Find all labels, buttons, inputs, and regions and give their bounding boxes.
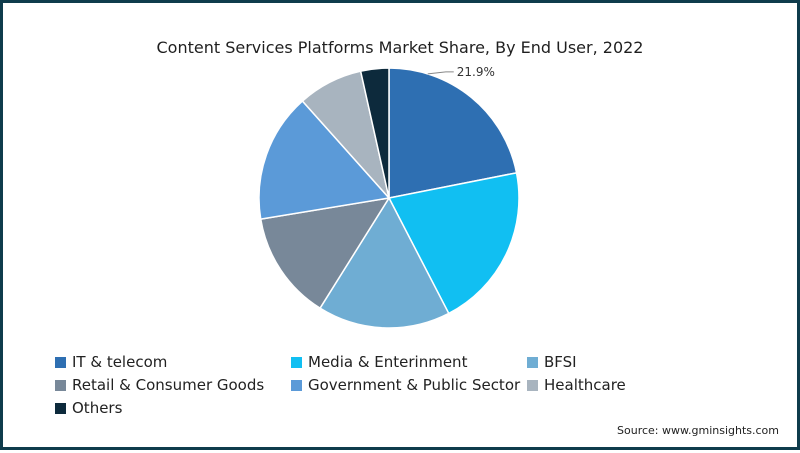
legend-label: IT & telecom [72, 353, 168, 371]
legend-swatch [291, 356, 302, 368]
legend-label: Retail & Consumer Goods [72, 376, 265, 394]
legend-swatch [55, 402, 66, 414]
legend-item-healthcare: Healthcare [527, 375, 727, 395]
legend-label: BFSI [544, 353, 577, 371]
legend-label: Others [72, 399, 123, 417]
legend-item-retail-and-consumer-goods: Retail & Consumer Goods [55, 375, 291, 395]
legend-item-media-and-enterinment: Media & Enterinment [291, 352, 527, 372]
legend-label: Government & Public Sector [308, 376, 521, 394]
data-label-leader-line [427, 71, 454, 75]
legend-item-bfsi: BFSI [527, 352, 727, 372]
chart-legend: IT & telecom Media & Enterinment BFSI Retai… [55, 352, 727, 418]
legend-swatch [55, 379, 66, 391]
data-label-it-and-telecom: 21.9% [457, 65, 495, 79]
legend-swatch [527, 379, 538, 391]
source-note: Source: www.gminsights.com [617, 424, 779, 437]
legend-item-it-and-telecom: IT & telecom [55, 352, 291, 372]
pie-slice-it-and-telecom [388, 67, 518, 199]
pie-slice-bfsi [319, 196, 450, 329]
chart-title: Content Services Platforms Market Share,… [156, 38, 644, 57]
pie-slice-retail-and-consumer-goods [259, 196, 391, 310]
legend-label: Healthcare [544, 376, 626, 394]
legend-swatch [527, 356, 538, 368]
pie-slice-government-and-public-sector [258, 99, 391, 221]
legend-item-others: Others [55, 398, 291, 418]
legend-label: Media & Enterinment [308, 353, 468, 371]
legend-swatch [55, 356, 66, 368]
pie-slice-others [359, 67, 390, 199]
legend-swatch [291, 379, 302, 391]
pie-slice-media-and-enterinment [387, 171, 520, 315]
legend-item-government-and-public-sector: Government & Public Sector [291, 375, 527, 395]
pie-chart: 21.9% [258, 65, 520, 329]
